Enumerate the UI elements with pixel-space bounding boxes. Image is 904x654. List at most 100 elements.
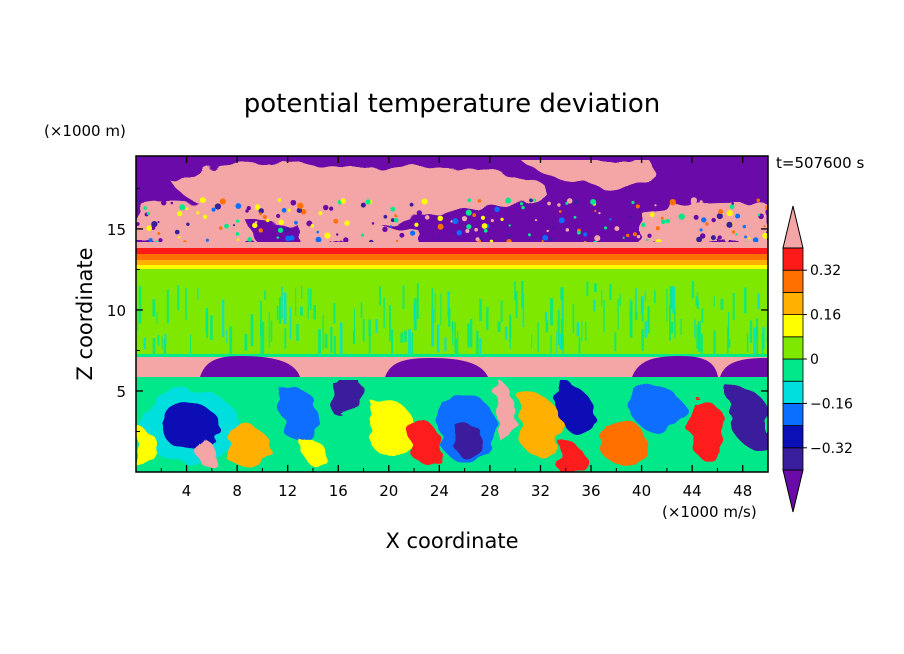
neutral-streak (756, 327, 759, 359)
neutral-streak (698, 320, 701, 352)
y-tick-label-2: 15 (107, 221, 126, 239)
neutral-streak (757, 293, 760, 309)
inversion-cap-1 (200, 356, 300, 377)
y-axis: 5 10 15 (107, 187, 768, 432)
neutral-streak (309, 288, 312, 310)
neutral-streak (669, 286, 673, 309)
x-tick-label-8: 36 (581, 482, 600, 500)
speckle (699, 233, 706, 239)
neutral-streak (299, 306, 303, 316)
colorbar-tick-label-3: −0.16 (810, 396, 853, 412)
speckle (219, 238, 222, 241)
speckle (395, 209, 403, 217)
speckle (276, 236, 280, 239)
x-tick-label-9: 40 (632, 482, 651, 500)
neutral-streak (550, 298, 554, 326)
neutral-streak (467, 323, 470, 348)
speckle (399, 232, 405, 238)
time-label: t=507600 s (776, 154, 864, 172)
speckle (744, 235, 747, 239)
speckle (631, 200, 635, 205)
speckle (236, 238, 240, 241)
speckle (726, 221, 733, 228)
neutral-streak (185, 288, 187, 320)
neutral-streak (576, 322, 580, 337)
neutral-streak (504, 326, 508, 340)
eddy-16 (730, 388, 768, 451)
neutral-streak (630, 301, 633, 339)
neutral-streak (143, 337, 146, 350)
neutral-streak (669, 304, 671, 341)
neutral-streak (444, 337, 447, 352)
x-unit-label: (×1000 m/s) (662, 503, 757, 521)
speckle (151, 236, 158, 242)
inversion-caps (200, 356, 768, 377)
x-axis-label: X coordinate (385, 529, 518, 553)
speckle (136, 222, 140, 226)
neutral-streak (560, 319, 564, 350)
speckle (543, 213, 550, 220)
neutral-streak (691, 280, 695, 299)
speckle (146, 211, 151, 216)
speckle (717, 235, 722, 240)
speckle (654, 204, 657, 207)
speckle (690, 197, 698, 204)
neutral-streak (509, 315, 512, 339)
speckle (660, 216, 664, 220)
speckle (335, 233, 339, 236)
neutral-streak (226, 329, 228, 343)
colorbar-box-10 (782, 247, 804, 271)
speckle (318, 211, 323, 216)
speckle (160, 199, 167, 206)
eddy-9 (455, 421, 483, 459)
neutral-streak (157, 334, 160, 346)
neutral-streak (654, 290, 656, 304)
speckle (227, 199, 230, 202)
neutral-streak (671, 322, 674, 334)
y-axis-label: Z coordinate (73, 247, 97, 380)
neutral-streak (403, 330, 407, 342)
neutral-streak (164, 333, 167, 345)
neutral-streak (333, 335, 336, 372)
speckle (557, 203, 561, 207)
neutral-streak (408, 329, 411, 355)
neutral-streak (497, 321, 501, 333)
neutral-streak (313, 305, 316, 320)
speckle (756, 198, 761, 203)
neutral-streak (727, 312, 730, 338)
eddy-20 (136, 429, 157, 465)
colorbar-tick-label-4: −0.32 (810, 441, 853, 457)
speckle (726, 210, 733, 217)
speckle (452, 231, 455, 234)
speckle (490, 218, 494, 223)
inversion-cap-3 (632, 356, 718, 377)
colorbar-box-4 (782, 380, 804, 404)
neutral-streak (594, 283, 597, 293)
chart-title: potential temperature deviation (244, 89, 660, 119)
x-axis: 4 8 12 16 20 24 28 32 36 40 44 48 (160, 156, 752, 500)
neutral-streak (339, 322, 343, 356)
speckle (252, 222, 258, 229)
speckle (211, 231, 218, 238)
neutral-streak (278, 296, 282, 324)
neutral-streak (307, 288, 309, 320)
neutral-streak (609, 283, 612, 300)
speckle (527, 233, 531, 237)
neutral-streak (544, 312, 547, 322)
speckle (711, 217, 716, 223)
speckle (141, 225, 146, 229)
eddy-13 (600, 416, 646, 466)
speckle (474, 227, 478, 232)
speckle (389, 225, 393, 228)
speckle (742, 224, 747, 229)
speckle (137, 199, 141, 203)
upper-pink-cloud-3 (136, 200, 260, 245)
speckle (731, 230, 736, 234)
speckle (353, 198, 360, 205)
speckle (437, 223, 444, 230)
speckle (481, 223, 488, 229)
neutral-streak (264, 290, 267, 300)
neutral-streak (728, 338, 731, 348)
neutral-streak (614, 332, 617, 352)
